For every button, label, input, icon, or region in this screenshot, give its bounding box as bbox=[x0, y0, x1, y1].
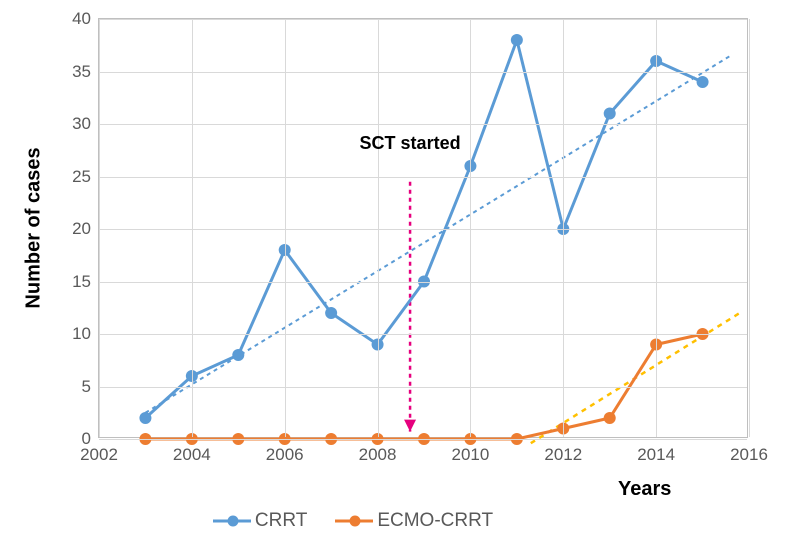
y-tick-label: 30 bbox=[72, 114, 99, 134]
legend: CRRT ECMO-CRRT bbox=[158, 510, 548, 532]
x-axis-title: Years bbox=[618, 478, 671, 501]
series-marker-crrt bbox=[697, 76, 709, 88]
y-tick-label: 40 bbox=[72, 9, 99, 29]
annotation-arrow-head bbox=[404, 420, 416, 432]
y-tick-label: 5 bbox=[82, 377, 99, 397]
legend-item-ecmo-crrt: ECMO-CRRT bbox=[335, 510, 493, 532]
series-marker-crrt bbox=[604, 108, 616, 120]
legend-swatch-icon bbox=[213, 514, 251, 528]
gridline-h bbox=[99, 19, 747, 20]
legend-label: ECMO-CRRT bbox=[377, 510, 493, 532]
gridline-v bbox=[470, 19, 471, 437]
gridline-h bbox=[99, 387, 747, 388]
x-tick-label: 2010 bbox=[452, 437, 490, 465]
plot-area: 0510152025303540200220042006200820102012… bbox=[98, 18, 748, 438]
y-tick-label: 20 bbox=[72, 219, 99, 239]
gridline-v bbox=[749, 19, 750, 437]
y-tick-label: 25 bbox=[72, 167, 99, 187]
series-marker-crrt bbox=[139, 412, 151, 424]
y-axis-title: Number of cases bbox=[23, 147, 46, 308]
gridline-h bbox=[99, 229, 747, 230]
gridline-v bbox=[656, 19, 657, 437]
legend-item-crrt: CRRT bbox=[213, 510, 307, 532]
series-marker-crrt bbox=[232, 349, 244, 361]
gridline-h bbox=[99, 334, 747, 335]
gridline-v bbox=[378, 19, 379, 437]
gridline-v bbox=[192, 19, 193, 437]
gridline-h bbox=[99, 124, 747, 125]
gridline-v bbox=[563, 19, 564, 437]
trendline-crrt bbox=[145, 56, 730, 413]
gridline-v bbox=[285, 19, 286, 437]
series-marker-ecmo-crrt bbox=[604, 412, 616, 424]
x-tick-label: 2012 bbox=[544, 437, 582, 465]
x-tick-label: 2014 bbox=[637, 437, 675, 465]
y-tick-label: 35 bbox=[72, 62, 99, 82]
x-tick-label: 2002 bbox=[80, 437, 118, 465]
gridline-h bbox=[99, 72, 747, 73]
chart-container: 0510152025303540200220042006200820102012… bbox=[0, 0, 798, 545]
x-tick-label: 2006 bbox=[266, 437, 304, 465]
gridline-h bbox=[99, 177, 747, 178]
series-marker-crrt bbox=[511, 34, 523, 46]
series-marker-crrt bbox=[325, 307, 337, 319]
gridline-v bbox=[99, 19, 100, 437]
legend-label: CRRT bbox=[255, 510, 307, 532]
y-tick-label: 10 bbox=[72, 324, 99, 344]
gridline-h bbox=[99, 282, 747, 283]
legend-swatch-icon bbox=[335, 514, 373, 528]
x-tick-label: 2004 bbox=[173, 437, 211, 465]
x-tick-label: 2008 bbox=[359, 437, 397, 465]
y-tick-label: 15 bbox=[72, 272, 99, 292]
x-tick-label: 2016 bbox=[730, 437, 768, 465]
annotation-label: SCT started bbox=[360, 133, 461, 154]
